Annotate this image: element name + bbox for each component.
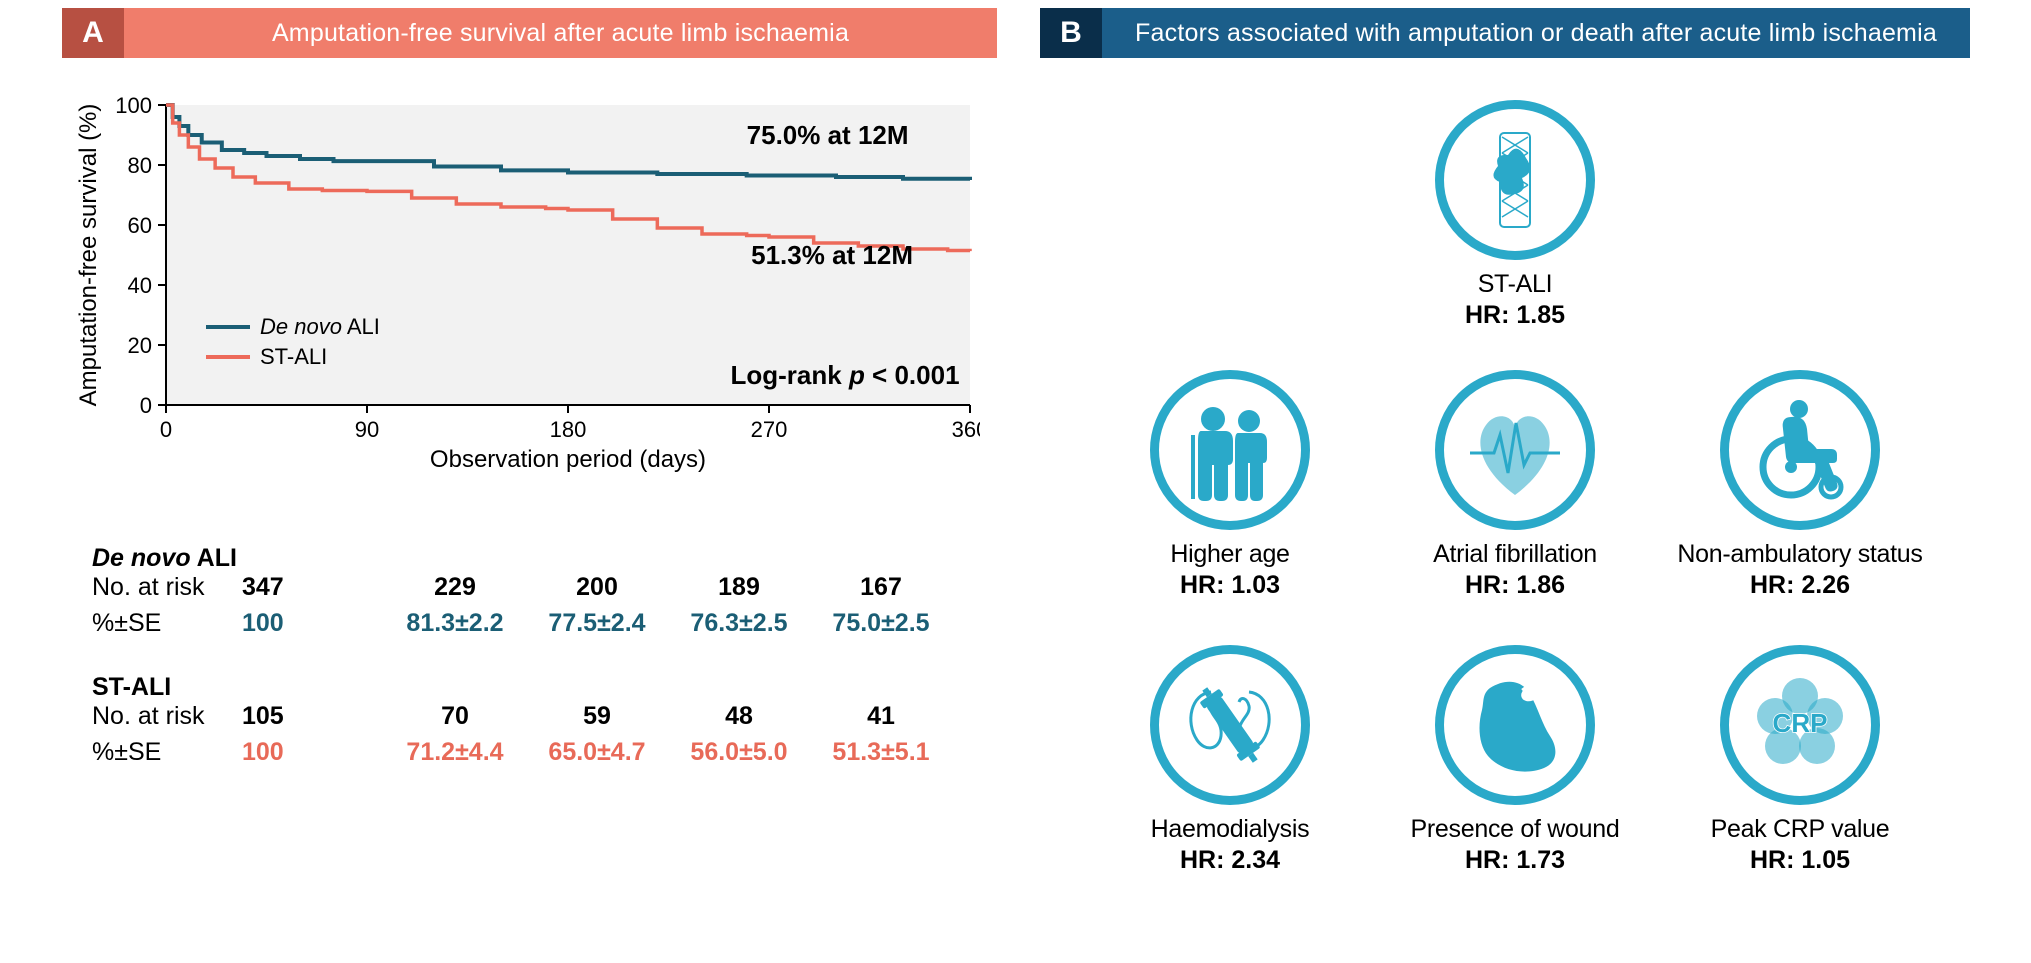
risk-cell: 200 — [526, 573, 668, 602]
factor-hr: HR: 2.34 — [1180, 846, 1280, 875]
svg-text:60: 60 — [128, 213, 152, 238]
risk-table: De novo ALI No. at risk 347229200189167 … — [92, 540, 952, 774]
factor-hr: HR: 2.26 — [1750, 571, 1850, 600]
factor-label: Atrial fibrillation — [1433, 540, 1597, 569]
factors-grid: ST-ALI HR: 1.85 Higher age HR: 1.03 Atri… — [1040, 90, 1970, 950]
svg-text:ST-ALI: ST-ALI — [260, 344, 327, 369]
crp-icon — [1720, 645, 1880, 805]
risk-denovo-n-row: No. at risk 347229200189167 — [92, 573, 952, 609]
svg-text:80: 80 — [128, 153, 152, 178]
svg-text:Amputation-free survival (%): Amputation-free survival (%) — [75, 104, 102, 407]
factor-label: Haemodialysis — [1151, 815, 1310, 844]
svg-text:0: 0 — [140, 393, 152, 418]
risk-cell: 59 — [526, 702, 668, 731]
risk-cell: 167 — [810, 573, 952, 602]
svg-text:75.0% at 12M: 75.0% at 12M — [747, 120, 909, 150]
factor-nonamb: Non-ambulatory status HR: 2.26 — [1670, 370, 1930, 600]
risk-cell: 100 — [242, 609, 384, 638]
svg-text:360: 360 — [952, 417, 980, 442]
risk-n-label: No. at risk — [92, 573, 242, 602]
risk-cell: 189 — [668, 573, 810, 602]
risk-cell: 76.3±2.5 — [668, 609, 810, 638]
risk-n-label: No. at risk — [92, 702, 242, 731]
risk-denovo-pct-row: %±SE 10081.3±2.277.5±2.476.3±2.575.0±2.5 — [92, 609, 952, 645]
factor-age: Higher age HR: 1.03 — [1100, 370, 1360, 600]
risk-cell: 229 — [384, 573, 526, 602]
st-ali-icon — [1435, 100, 1595, 260]
nonamb-icon — [1720, 370, 1880, 530]
svg-text:0: 0 — [160, 417, 172, 442]
svg-text:180: 180 — [550, 417, 587, 442]
factor-label: Higher age — [1170, 540, 1289, 569]
risk-pct-label: %±SE — [92, 609, 242, 638]
svg-text:51.3% at 12M: 51.3% at 12M — [751, 240, 913, 270]
risk-cell: 105 — [242, 702, 384, 731]
factor-haemo: Haemodialysis HR: 2.34 — [1100, 645, 1360, 875]
svg-text:40: 40 — [128, 273, 152, 298]
risk-cell: 77.5±2.4 — [526, 609, 668, 638]
km-chart: 0 20 40 60 80 100 0 90 180 270 360 Observation peri… — [70, 95, 980, 480]
panel-b-header: B Factors associated with amputation or … — [1040, 8, 1970, 58]
svg-text:Log-rank p < 0.001: Log-rank p < 0.001 — [730, 360, 959, 390]
risk-cell: 81.3±2.2 — [384, 609, 526, 638]
risk-stali-header: ST-ALI — [92, 673, 952, 702]
factor-af: Atrial fibrillation HR: 1.86 — [1385, 370, 1645, 600]
risk-cell: 100 — [242, 738, 384, 767]
svg-text:20: 20 — [128, 333, 152, 358]
factor-st-ali: ST-ALI HR: 1.85 — [1385, 100, 1645, 330]
factor-hr: HR: 1.73 — [1465, 846, 1565, 875]
factor-label: Presence of wound — [1411, 815, 1620, 844]
risk-cell: 41 — [810, 702, 952, 731]
age-icon — [1150, 370, 1310, 530]
risk-cell: 71.2±4.4 — [384, 738, 526, 767]
factor-hr: HR: 1.86 — [1465, 571, 1565, 600]
svg-text:Observation period (days): Observation period (days) — [430, 446, 706, 473]
svg-text:De novo ALI: De novo ALI — [260, 314, 380, 339]
factor-label: ST-ALI — [1478, 270, 1553, 299]
risk-pct-label: %±SE — [92, 738, 242, 767]
svg-text:90: 90 — [355, 417, 379, 442]
risk-cell: 56.0±5.0 — [668, 738, 810, 767]
haemo-icon — [1150, 645, 1310, 805]
risk-stali-n-row: No. at risk 10570594841 — [92, 702, 952, 738]
risk-stali-pct-row: %±SE 10071.2±4.465.0±4.756.0±5.051.3±5.1 — [92, 738, 952, 774]
factor-wound: Presence of wound HR: 1.73 — [1385, 645, 1645, 875]
risk-cell: 347 — [242, 573, 384, 602]
factor-label: Non-ambulatory status — [1677, 540, 1922, 569]
panel-a-header: A Amputation-free survival after acute l… — [62, 8, 997, 58]
risk-denovo-header: De novo ALI — [92, 544, 952, 573]
svg-text:100: 100 — [115, 95, 152, 118]
svg-text:270: 270 — [751, 417, 788, 442]
risk-cell: 70 — [384, 702, 526, 731]
af-icon — [1435, 370, 1595, 530]
risk-cell: 75.0±2.5 — [810, 609, 952, 638]
factor-crp: Peak CRP value HR: 1.05 — [1670, 645, 1930, 875]
risk-cell: 48 — [668, 702, 810, 731]
risk-cell: 51.3±5.1 — [810, 738, 952, 767]
factor-label: Peak CRP value — [1711, 815, 1890, 844]
km-chart-svg: 0 20 40 60 80 100 0 90 180 270 360 Observation peri… — [70, 95, 980, 480]
panel-b-title: Factors associated with amputation or de… — [1102, 8, 1970, 58]
factor-hr: HR: 1.85 — [1465, 301, 1565, 330]
risk-cell: 65.0±4.7 — [526, 738, 668, 767]
panel-b-letter: B — [1040, 8, 1102, 58]
panel-a-title: Amputation-free survival after acute lim… — [124, 8, 997, 58]
panel-a-letter: A — [62, 8, 124, 58]
wound-icon — [1435, 645, 1595, 805]
factor-hr: HR: 1.05 — [1750, 846, 1850, 875]
factor-hr: HR: 1.03 — [1180, 571, 1280, 600]
